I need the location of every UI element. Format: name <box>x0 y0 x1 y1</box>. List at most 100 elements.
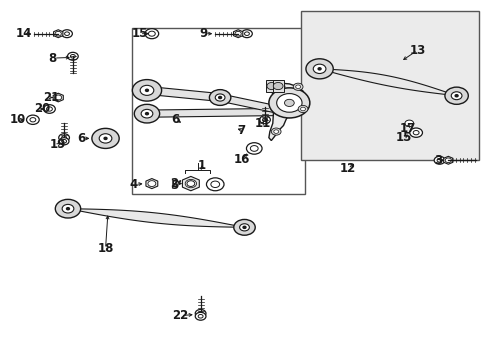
Circle shape <box>195 312 205 320</box>
Circle shape <box>404 120 413 127</box>
Circle shape <box>186 181 194 186</box>
Circle shape <box>209 90 230 105</box>
Circle shape <box>64 32 69 36</box>
Circle shape <box>259 116 270 124</box>
Circle shape <box>450 92 461 100</box>
Circle shape <box>235 31 241 36</box>
Circle shape <box>198 315 203 318</box>
Circle shape <box>277 85 282 89</box>
Circle shape <box>145 113 148 115</box>
Polygon shape <box>145 179 158 189</box>
Circle shape <box>147 181 156 186</box>
Circle shape <box>62 204 74 213</box>
Circle shape <box>298 105 307 113</box>
Polygon shape <box>146 108 288 117</box>
Circle shape <box>273 130 278 134</box>
Circle shape <box>313 64 325 73</box>
Circle shape <box>59 138 69 145</box>
Polygon shape <box>319 69 456 96</box>
Circle shape <box>280 106 296 118</box>
Circle shape <box>55 31 61 36</box>
Circle shape <box>275 83 285 90</box>
Circle shape <box>215 94 224 101</box>
Bar <box>266 80 277 93</box>
Circle shape <box>92 129 119 148</box>
Text: 21: 21 <box>43 91 60 104</box>
Circle shape <box>61 136 66 139</box>
Text: 6: 6 <box>78 132 86 145</box>
Circle shape <box>286 111 289 113</box>
Text: 12: 12 <box>339 162 355 175</box>
Polygon shape <box>54 30 63 38</box>
Circle shape <box>273 82 283 90</box>
Circle shape <box>239 224 249 231</box>
Text: 20: 20 <box>34 103 50 116</box>
Circle shape <box>262 118 267 122</box>
Circle shape <box>293 83 303 90</box>
Text: 19: 19 <box>49 138 66 151</box>
Polygon shape <box>53 93 63 102</box>
Polygon shape <box>218 94 289 115</box>
Circle shape <box>145 89 148 91</box>
Circle shape <box>305 59 332 79</box>
Circle shape <box>46 107 52 111</box>
Text: 22: 22 <box>172 309 188 322</box>
Circle shape <box>59 134 69 141</box>
Circle shape <box>198 312 203 315</box>
Text: 9: 9 <box>199 27 207 40</box>
Text: 4: 4 <box>130 178 138 191</box>
Circle shape <box>134 104 159 123</box>
Circle shape <box>266 82 276 90</box>
Circle shape <box>55 95 61 100</box>
Text: 7: 7 <box>237 124 245 137</box>
Text: 8: 8 <box>48 51 57 64</box>
Circle shape <box>246 143 262 154</box>
Circle shape <box>99 134 112 143</box>
Text: 17: 17 <box>399 122 415 135</box>
Polygon shape <box>443 156 452 164</box>
Circle shape <box>104 137 107 139</box>
Circle shape <box>284 109 292 115</box>
Text: 18: 18 <box>97 242 113 255</box>
Circle shape <box>30 118 36 122</box>
Circle shape <box>241 30 252 38</box>
Circle shape <box>206 178 224 191</box>
Circle shape <box>250 145 258 151</box>
Text: 1: 1 <box>198 159 206 172</box>
Circle shape <box>141 109 153 118</box>
Circle shape <box>132 80 161 101</box>
Circle shape <box>55 199 81 218</box>
Circle shape <box>300 107 305 111</box>
Circle shape <box>233 220 255 235</box>
Circle shape <box>66 208 69 210</box>
Circle shape <box>210 181 219 188</box>
Polygon shape <box>182 176 199 191</box>
Circle shape <box>436 158 441 162</box>
Circle shape <box>61 139 66 143</box>
Circle shape <box>454 95 457 97</box>
Circle shape <box>284 99 294 107</box>
Circle shape <box>412 131 418 135</box>
Text: 11: 11 <box>254 117 270 130</box>
Circle shape <box>195 310 205 318</box>
Text: 14: 14 <box>15 27 32 40</box>
Circle shape <box>268 88 309 118</box>
Text: 15: 15 <box>395 131 411 144</box>
Circle shape <box>318 68 321 70</box>
Bar <box>300 12 478 160</box>
Polygon shape <box>268 83 306 140</box>
Circle shape <box>148 31 155 36</box>
Circle shape <box>243 226 245 228</box>
Circle shape <box>185 179 196 188</box>
Circle shape <box>26 115 39 125</box>
Circle shape <box>444 87 468 104</box>
Text: 2: 2 <box>170 177 178 190</box>
Circle shape <box>70 54 75 58</box>
Circle shape <box>67 52 78 60</box>
Polygon shape <box>68 209 244 227</box>
Circle shape <box>218 96 221 99</box>
Circle shape <box>43 105 55 113</box>
Circle shape <box>295 85 300 89</box>
Polygon shape <box>146 86 221 102</box>
Circle shape <box>433 156 444 164</box>
